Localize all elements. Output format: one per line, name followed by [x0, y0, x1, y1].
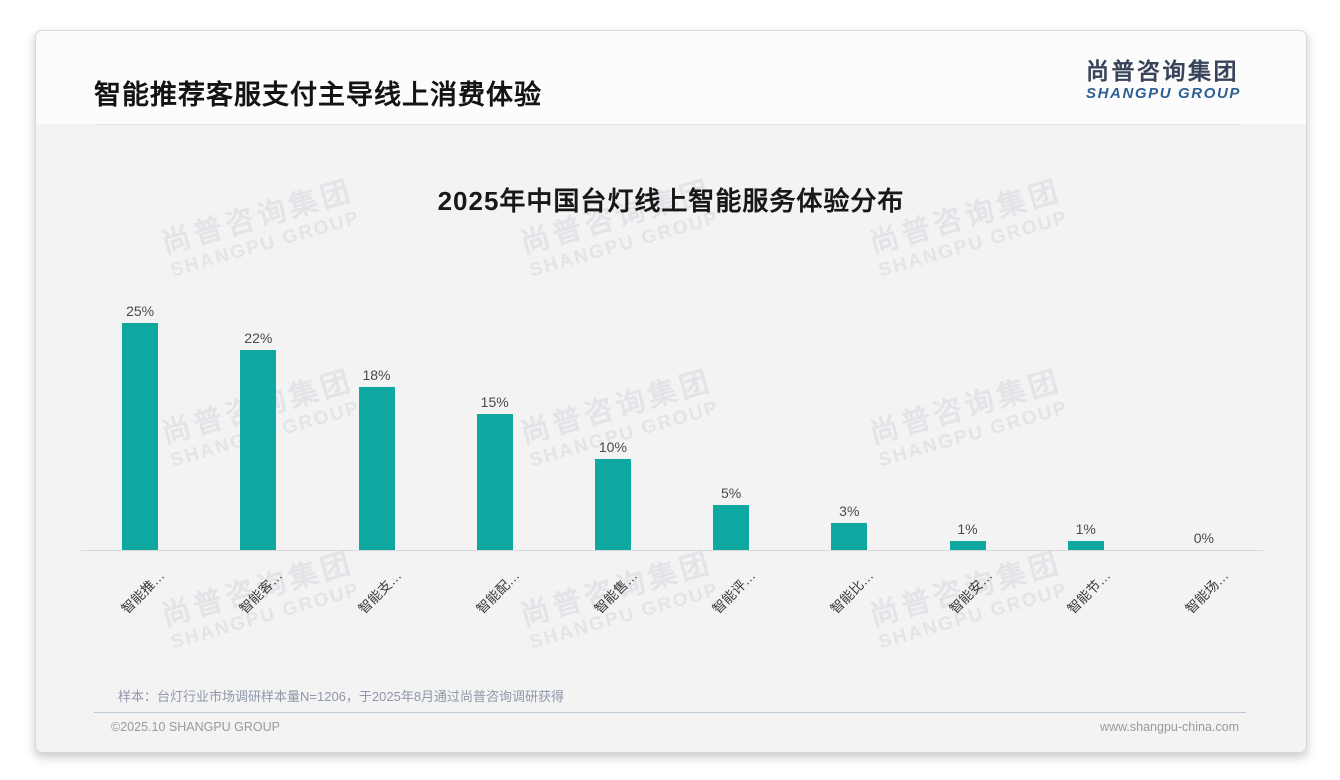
brand-logo-en: SHANGPU GROUP — [1086, 85, 1241, 103]
x-axis-label: 智能支… — [355, 567, 404, 617]
bar-value-label: 22% — [244, 330, 273, 346]
header: 智能推荐客服支付主导线上消费体验 尚普咨询集团 SHANGPU GROUP — [36, 31, 1306, 124]
bar-value-label: 15% — [480, 394, 509, 410]
x-axis-label: 智能安… — [946, 567, 995, 617]
bar — [358, 387, 395, 550]
bar — [831, 523, 868, 550]
bar — [594, 459, 631, 550]
bar-value-label: 1% — [1075, 521, 1096, 537]
x-axis-label: 智能场… — [1182, 567, 1232, 617]
website-url: www.shangpu-china.com — [1100, 720, 1239, 734]
sample-note: 样本：台灯行业市场调研样本量N=1206，于2025年8月通过尚普咨询调研获得 — [118, 689, 565, 704]
x-axis-label: 智能售… — [591, 567, 641, 617]
x-axis-label: 智能推… — [118, 567, 168, 617]
bar-value-label: 18% — [362, 367, 391, 383]
bar — [122, 323, 159, 550]
bar-value-label: 0% — [1193, 530, 1214, 546]
header-divider — [94, 124, 1240, 125]
x-axis-label: 智能评… — [709, 567, 759, 617]
bar-value-label: 1% — [957, 521, 978, 537]
x-axis-line — [81, 550, 1263, 551]
page-title: 智能推荐客服支付主导线上消费体验 — [94, 80, 542, 110]
footer-divider — [94, 712, 1246, 713]
x-axis-label: 智能比… — [827, 567, 877, 617]
bar — [713, 505, 750, 550]
bar — [476, 414, 513, 550]
x-axis-label: 智能配… — [473, 567, 523, 617]
x-axis-label: 智能节… — [1064, 567, 1114, 617]
bar — [240, 350, 277, 550]
bar-value-label: 10% — [598, 439, 627, 455]
copyright-text: ©2025.10 SHANGPU GROUP — [111, 720, 280, 734]
bar — [949, 541, 986, 550]
brand-logo-cn: 尚普咨询集团 — [1086, 58, 1240, 84]
chart-title: 2025年中国台灯线上智能服务体验分布 — [437, 186, 905, 216]
x-axis-label: 智能客… — [236, 567, 286, 617]
bar-value-label: 3% — [839, 503, 860, 519]
bar-value-label: 25% — [126, 303, 155, 319]
bar-chart: 25% 智能推… 22% 智能客… 18% 智能支… 15% 智能配… 10% 智能售… 5% 智能评… — [36, 31, 1306, 752]
bar-value-label: 5% — [720, 485, 742, 501]
brand-logo: 尚普咨询集团 SHANGPU GROUP — [1086, 58, 1241, 103]
bar — [1067, 541, 1104, 550]
slide-card: 智能推荐客服支付主导线上消费体验 尚普咨询集团 SHANGPU GROUP 尚普… — [35, 30, 1307, 753]
